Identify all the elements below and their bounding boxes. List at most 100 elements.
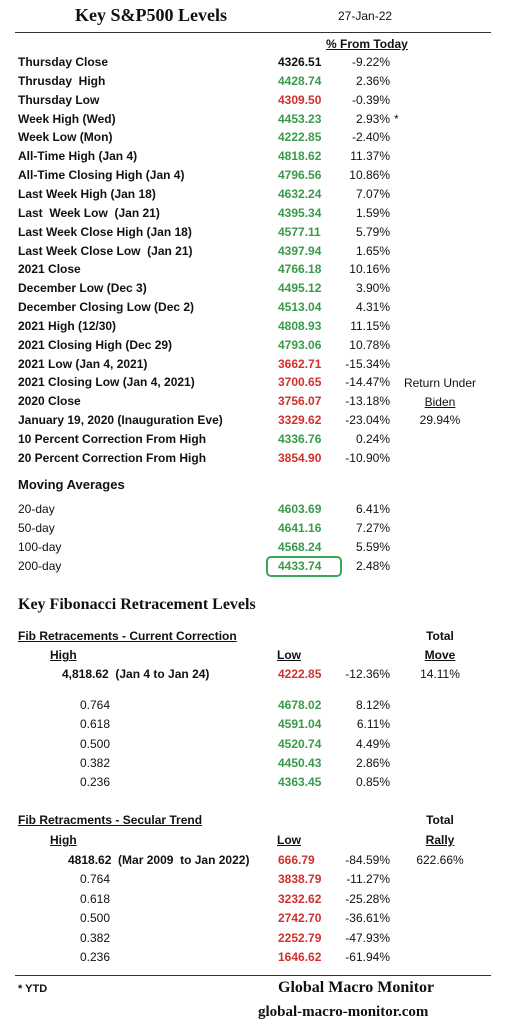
row-value: 3329.62: [278, 413, 322, 428]
row-label: Thrusday High: [18, 73, 106, 88]
row-change: 10.78%: [349, 337, 390, 352]
fib-value: 2742.70: [278, 911, 322, 925]
row-label: Thursday Low: [18, 92, 100, 107]
fib-ratio: 0.236: [80, 950, 111, 964]
fib-change: -61.94%: [345, 950, 390, 964]
fib-change: 0.85%: [355, 775, 390, 790]
range-total: 14.11%: [420, 667, 460, 681]
row-label: January 19, 2020 (Inauguration Eve): [18, 413, 223, 428]
row-change: -13.18%: [345, 394, 390, 409]
total-header: Rally: [425, 833, 455, 847]
row-label: December Closing Low (Dec 2): [18, 300, 195, 315]
fib-ratio: 0.618: [80, 891, 111, 906]
fib-ratio: 0.382: [80, 930, 111, 945]
footer-rule: [15, 975, 491, 976]
row-label: Week High (Wed): [18, 111, 116, 126]
high-header: High: [50, 833, 77, 847]
low-header: Low: [277, 833, 301, 847]
row-label: December Low (Dec 3): [18, 281, 147, 296]
row-label: Last Week Low (Jan 21): [18, 205, 160, 220]
row-value: 4818.62: [278, 149, 322, 164]
row-value: 4577.11: [278, 224, 321, 239]
fib-change: 2.86%: [355, 755, 390, 770]
row-value: 4513.04: [278, 300, 322, 315]
row-value: 4766.18: [278, 262, 322, 277]
row-value: 4808.93: [278, 318, 322, 333]
row-value: 4793.06: [278, 337, 322, 352]
footer-brand: Global Macro Monitor: [278, 979, 435, 996]
row-change: 5.79%: [355, 224, 390, 239]
total-header: Total: [426, 629, 454, 643]
row-change: -0.39%: [351, 92, 390, 107]
fib-ratio: 0.618: [80, 717, 111, 732]
row-label: Thursday Close: [18, 55, 109, 69]
side-note: Return Under: [403, 376, 477, 390]
low-header: Low: [277, 648, 301, 662]
range-change: -84.59%: [345, 853, 390, 867]
section-title: Moving Averages: [18, 477, 125, 492]
fib-ratio: 0.236: [80, 775, 111, 790]
row-value: 3854.90: [278, 450, 322, 465]
row-change: -10.90%: [345, 450, 390, 465]
range-change: -12.36%: [345, 667, 390, 681]
row-value: 3756.07: [278, 394, 322, 409]
fib-change: 8.12%: [355, 698, 390, 712]
row-value: 4796.56: [278, 168, 322, 183]
row-value: 4632.24: [278, 186, 322, 201]
fib-value: 3232.62: [278, 891, 322, 906]
row-change: -14.47%: [345, 375, 390, 390]
row-change: 10.16%: [349, 262, 390, 277]
side-note: Biden: [424, 395, 456, 409]
title: Key S&P500 Levels: [75, 5, 227, 25]
fib-ratio: 0.764: [80, 698, 111, 712]
row-label: 2021 Low (Jan 4, 2021): [18, 356, 148, 371]
row-label: 20 Percent Correction From High: [18, 450, 207, 465]
row-label: 2021 Close: [18, 262, 81, 277]
row-label: Last Week High (Jan 18): [18, 186, 156, 201]
ma-change: 5.59%: [355, 540, 390, 554]
total-header: Move: [424, 648, 456, 662]
ma-value: 4568.24: [278, 540, 322, 554]
row-value: 4395.34: [278, 205, 322, 220]
row-value: 3662.71: [278, 356, 322, 371]
date: 27-Jan-22: [338, 9, 393, 23]
section-title: Key Fibonacci Retracement Levels: [18, 596, 256, 613]
fib-change: 6.11%: [356, 717, 390, 732]
row-value: 3700.65: [278, 375, 322, 390]
row-label: Last Week Close Low (Jan 21): [18, 243, 193, 258]
row-value: 4309.50: [278, 92, 322, 107]
row-change: 2.93%: [355, 111, 390, 126]
fib-change: -47.93%: [345, 930, 390, 945]
ma-label: 200-day: [18, 559, 62, 573]
row-label: 2020 Close: [18, 394, 81, 409]
ma-label: 20-day: [18, 502, 55, 516]
row-change: -23.04%: [345, 413, 390, 428]
row-value: 4326.51: [278, 55, 322, 69]
side-note: 29.94%: [419, 413, 461, 427]
range-high: 4818.62 (Mar 2009 to Jan 2022): [68, 853, 250, 867]
fib-change: 4.49%: [355, 736, 390, 751]
fib-title: Fib Retracments - Secular Trend: [18, 813, 203, 827]
range-low: 666.79: [278, 853, 315, 867]
fib-change: -36.61%: [345, 911, 390, 925]
row-change: -2.40%: [351, 130, 390, 145]
row-value: 4336.76: [278, 432, 322, 446]
row-value: 4495.12: [278, 281, 322, 296]
ma-value: 4603.69: [278, 502, 322, 516]
row-change: -15.34%: [345, 356, 390, 371]
row-change: 10.86%: [349, 168, 390, 183]
fib-value: 4520.74: [278, 736, 322, 751]
row-change: 3.90%: [355, 281, 390, 296]
fib-value: 2252.79: [278, 930, 322, 945]
row-label: 2021 Closing High (Dec 29): [18, 337, 173, 352]
row-label: 10 Percent Correction From High: [18, 432, 207, 446]
column-header: % From Today: [326, 37, 408, 51]
row-value: 4428.74: [278, 73, 322, 88]
total-header: Total: [426, 813, 454, 827]
fib-value: 4450.43: [278, 755, 322, 770]
fib-ratio: 0.500: [80, 911, 111, 925]
row-label: Last Week Close High (Jan 18): [18, 224, 192, 239]
row-change: 11.15%: [350, 318, 390, 333]
fib-value: 4678.02: [278, 698, 322, 712]
fib-ratio: 0.500: [80, 736, 111, 751]
